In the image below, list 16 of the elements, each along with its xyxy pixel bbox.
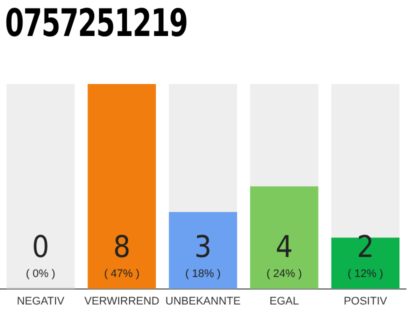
- x-tick-label: UNBEKANNTE: [165, 295, 241, 308]
- annotation: ( 24% ): [266, 268, 302, 280]
- annotation: ( 47% ): [104, 268, 140, 280]
- x-tick-label: EGAL: [270, 295, 299, 308]
- data-label: 0: [32, 230, 50, 265]
- data-label: 3: [194, 230, 212, 265]
- data-label: 4: [276, 230, 293, 265]
- x-tick-label: POSITIV: [344, 295, 388, 308]
- x-tick-label: NEGATIV: [16, 295, 65, 308]
- data-label: 8: [113, 230, 130, 265]
- x-tick-label: VERWIRREND: [84, 295, 160, 308]
- annotation: ( 12% ): [348, 268, 384, 280]
- annotation: ( 18% ): [185, 268, 221, 280]
- data-label: 2: [356, 230, 374, 265]
- chart-title: 0757251219: [5, 0, 188, 46]
- annotation: ( 0% ): [26, 268, 56, 280]
